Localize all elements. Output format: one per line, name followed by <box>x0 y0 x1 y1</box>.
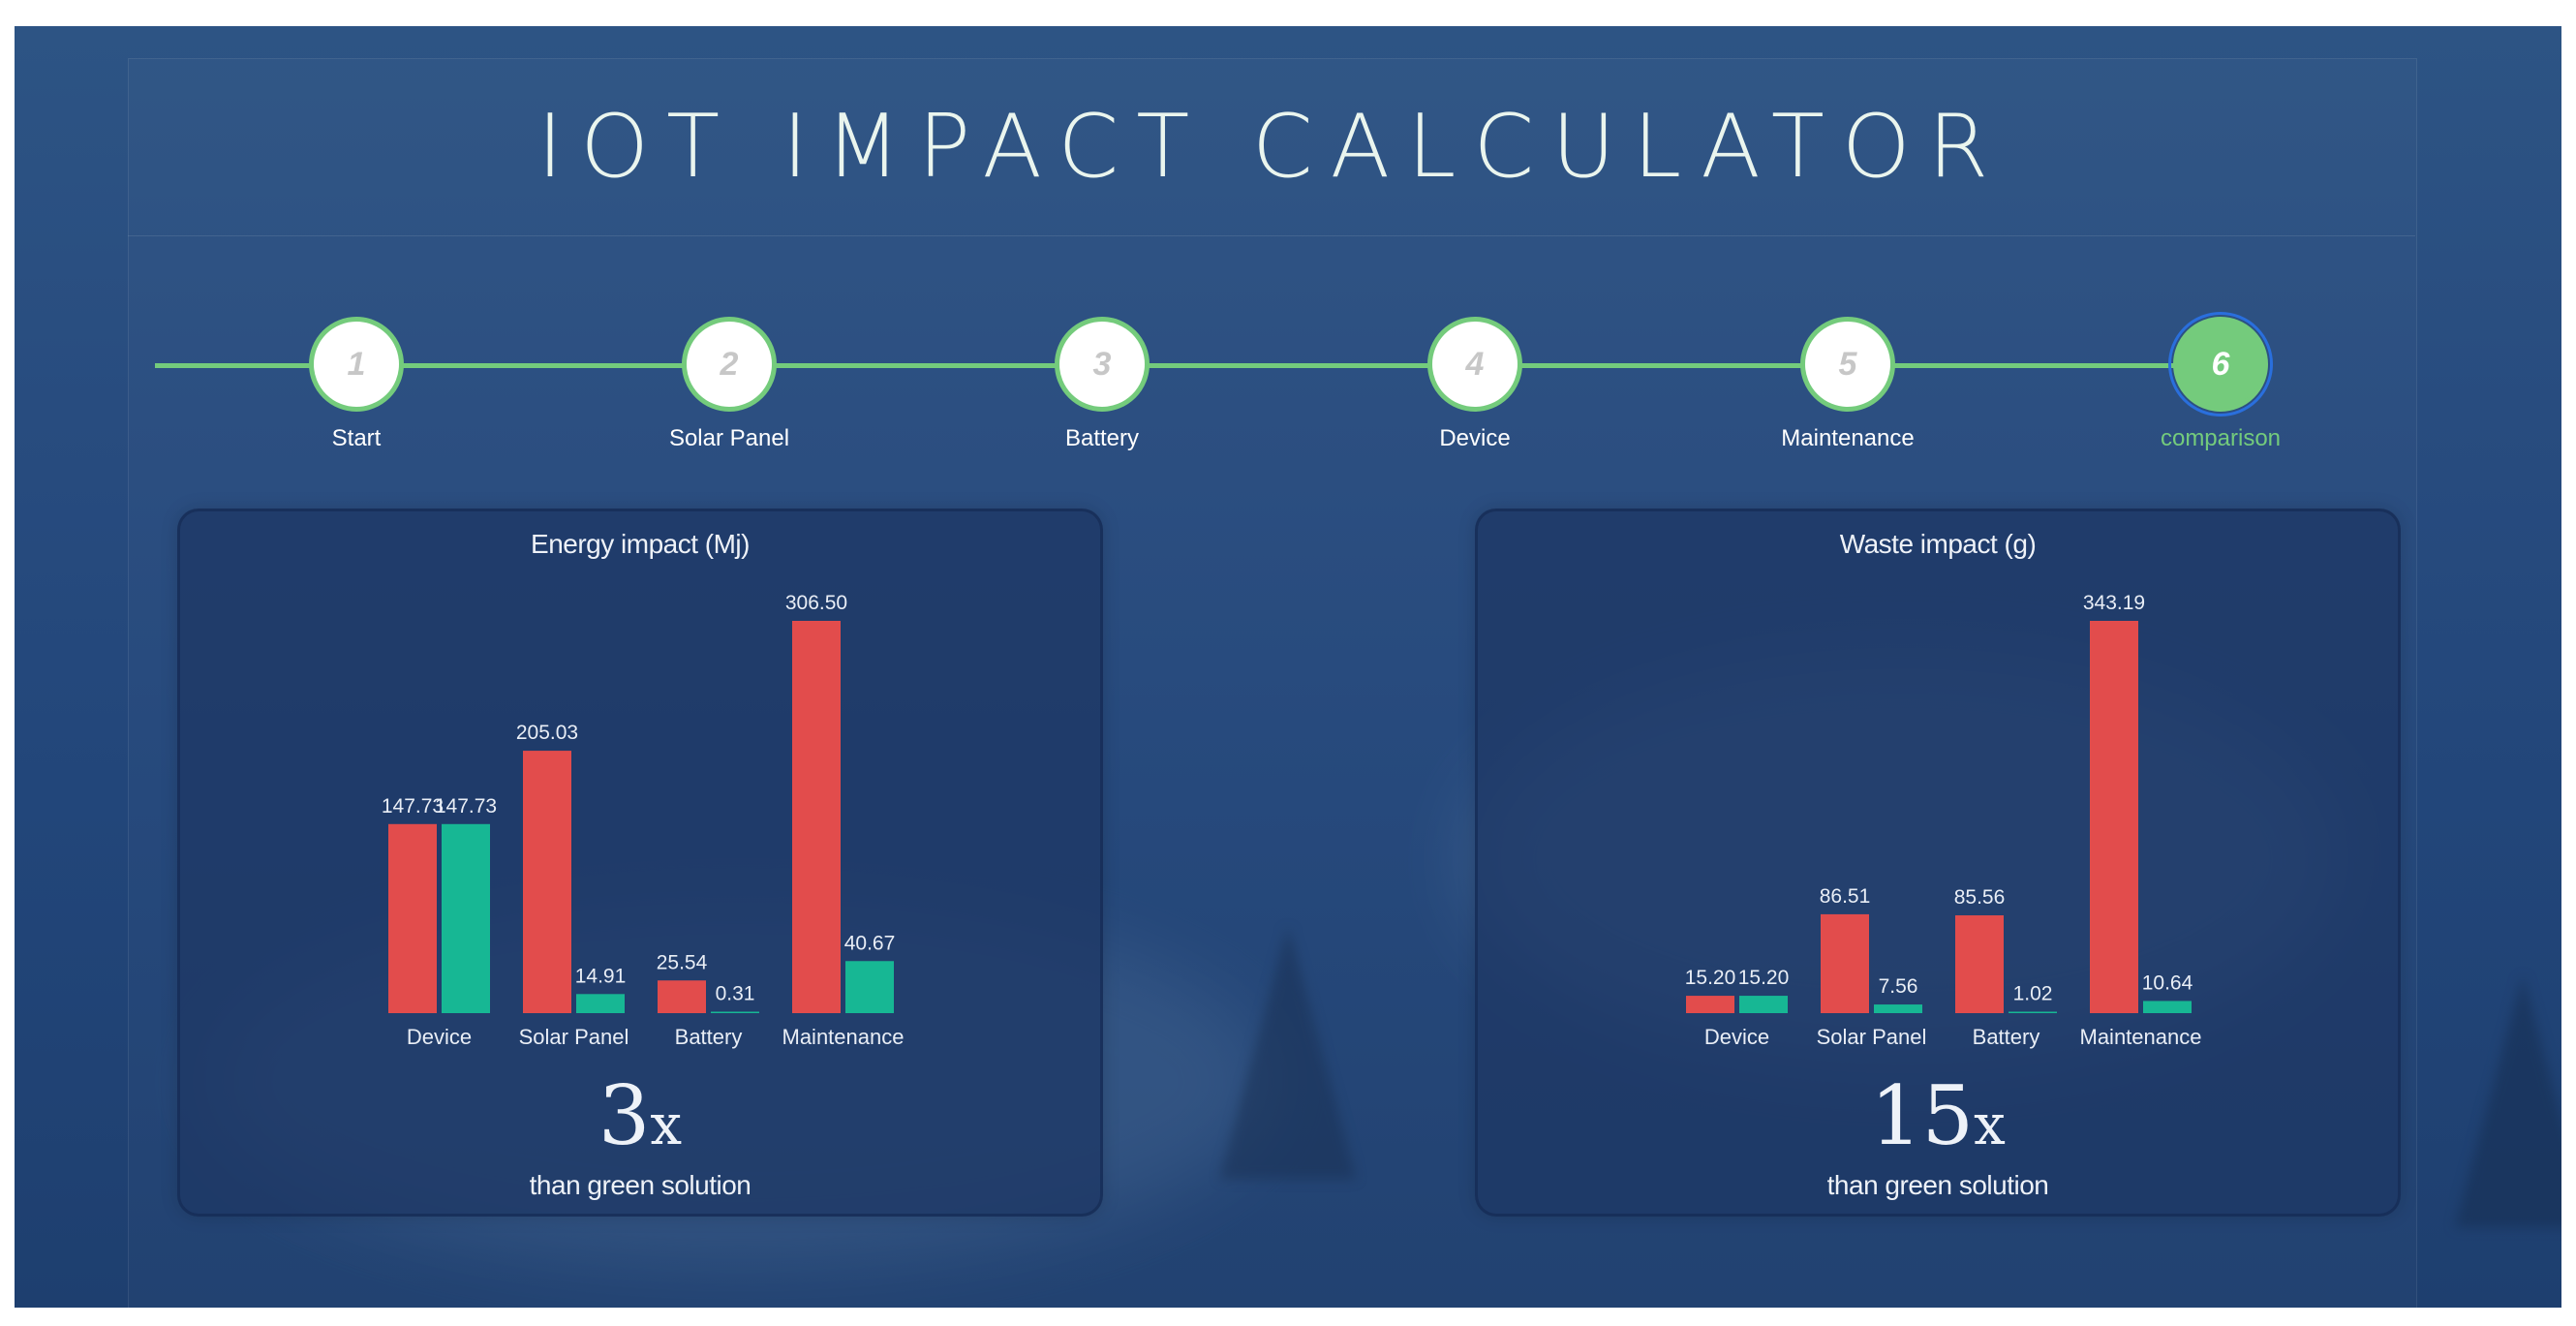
bar-current-device <box>388 823 437 1013</box>
category-tick-label: Maintenance <box>2080 1025 2202 1049</box>
category-tick-label: Device <box>1704 1025 1769 1049</box>
step-label: Solar Panel <box>668 425 790 451</box>
step-battery[interactable]: 3 Battery <box>966 317 1238 452</box>
bar-value-label: 15.20 <box>1685 967 1736 989</box>
bar-green-maintenance <box>2143 1001 2192 1013</box>
step-label: comparison <box>2160 425 2282 451</box>
step-number[interactable]: 4 <box>1427 317 1522 412</box>
bar-value-label: 25.54 <box>657 951 708 973</box>
ratio-suffix: x <box>650 1092 683 1157</box>
waste-impact-panel: Waste impact (g) 15.20 15.20 Device 86.51 7.… <box>1475 509 2401 1217</box>
step-device[interactable]: 4 Device <box>1339 317 1610 452</box>
bar-current-battery <box>658 980 706 1013</box>
bar-green-battery <box>711 1011 759 1013</box>
step-label: Start <box>331 425 382 451</box>
step-start[interactable]: 1 Start <box>221 317 492 452</box>
bar-value-label: 343.19 <box>2083 592 2145 614</box>
bar-value-label: 10.64 <box>2142 971 2193 994</box>
step-label: Maintenance <box>1781 425 1915 451</box>
tree-silhouette <box>1220 927 1356 1179</box>
step-number[interactable]: 5 <box>1800 317 1895 412</box>
ratio-caption: than green solution <box>1826 1170 2049 1200</box>
step-label: Battery <box>1064 425 1140 451</box>
bar-value-label: 7.56 <box>1879 975 1918 998</box>
category-tick-label: Battery <box>675 1025 743 1049</box>
bar-value-label: 14.91 <box>575 965 627 987</box>
bar-value-label: 40.67 <box>844 932 896 954</box>
bar-green-maintenance <box>845 961 894 1013</box>
tree-silhouette <box>2455 975 2561 1227</box>
step-comparison[interactable]: 6 comparison <box>2085 312 2356 452</box>
bar-current-battery <box>1955 915 2004 1013</box>
category-tick-label: Solar Panel <box>1817 1025 1927 1049</box>
chart-title: Energy impact (Mj) <box>531 529 750 559</box>
category-tick-label: Maintenance <box>782 1025 905 1049</box>
bar-value-label: 15.20 <box>1738 967 1790 989</box>
bar-current-maintenance <box>2090 621 2138 1013</box>
step-number[interactable]: 3 <box>1055 317 1150 412</box>
bar-current-device <box>1686 996 1734 1013</box>
bar-value-label: 306.50 <box>785 592 847 614</box>
step-number[interactable]: 1 <box>309 317 404 412</box>
energy-ratio: 3x <box>180 1068 1100 1163</box>
category-tick-label: Device <box>407 1025 472 1049</box>
page-title: IOT IMPACT CALCULATOR <box>537 96 2007 198</box>
chart-title: Waste impact (g) <box>1839 529 2037 559</box>
ratio-caption: than green solution <box>529 1170 751 1200</box>
ratio-suffix: x <box>1974 1092 2006 1157</box>
waste-impact-chart: 15.20 15.20 Device 86.51 7.56 Solar Panel 85.5… <box>1685 592 2202 1049</box>
bar-current-maintenance <box>792 621 841 1013</box>
waste-ratio: 15x <box>1478 1068 2398 1163</box>
ratio-value: 3 <box>598 1068 651 1163</box>
bar-value-label: 147.73 <box>382 795 444 817</box>
bar-green-solar-panel <box>576 994 625 1013</box>
step-label: Device <box>1439 425 1511 451</box>
bar-value-label: 86.51 <box>1820 885 1871 908</box>
bar-value-label: 1.02 <box>2013 983 2053 1005</box>
step-solar-panel[interactable]: 2 Solar Panel <box>594 317 865 452</box>
step-number[interactable]: 2 <box>682 317 777 412</box>
category-tick-label: Solar Panel <box>519 1025 629 1049</box>
bar-current-solar-panel <box>523 751 571 1013</box>
bar-value-label: 0.31 <box>716 983 755 1005</box>
bar-value-label: 147.73 <box>435 795 497 817</box>
bar-green-solar-panel <box>1874 1004 1922 1013</box>
stepper-track <box>155 363 2232 368</box>
bar-green-device <box>442 823 490 1013</box>
bar-green-device <box>1739 996 1788 1013</box>
bar-current-solar-panel <box>1821 913 1869 1013</box>
page-header: IOT IMPACT CALCULATOR <box>128 58 2415 236</box>
energy-impact-panel: Energy impact (Mj) 147.73 147.73 Device 205… <box>177 509 1103 1217</box>
step-number[interactable]: 6 <box>2168 312 2273 416</box>
category-tick-label: Battery <box>1973 1025 2040 1049</box>
bar-value-label: 205.03 <box>516 722 578 744</box>
bar-value-label: 85.56 <box>1954 886 2006 909</box>
content-card <box>128 58 2417 1310</box>
bar-green-battery <box>2009 1011 2057 1013</box>
step-maintenance[interactable]: 5 Maintenance <box>1712 317 1983 452</box>
ratio-value: 15 <box>1870 1068 1975 1163</box>
